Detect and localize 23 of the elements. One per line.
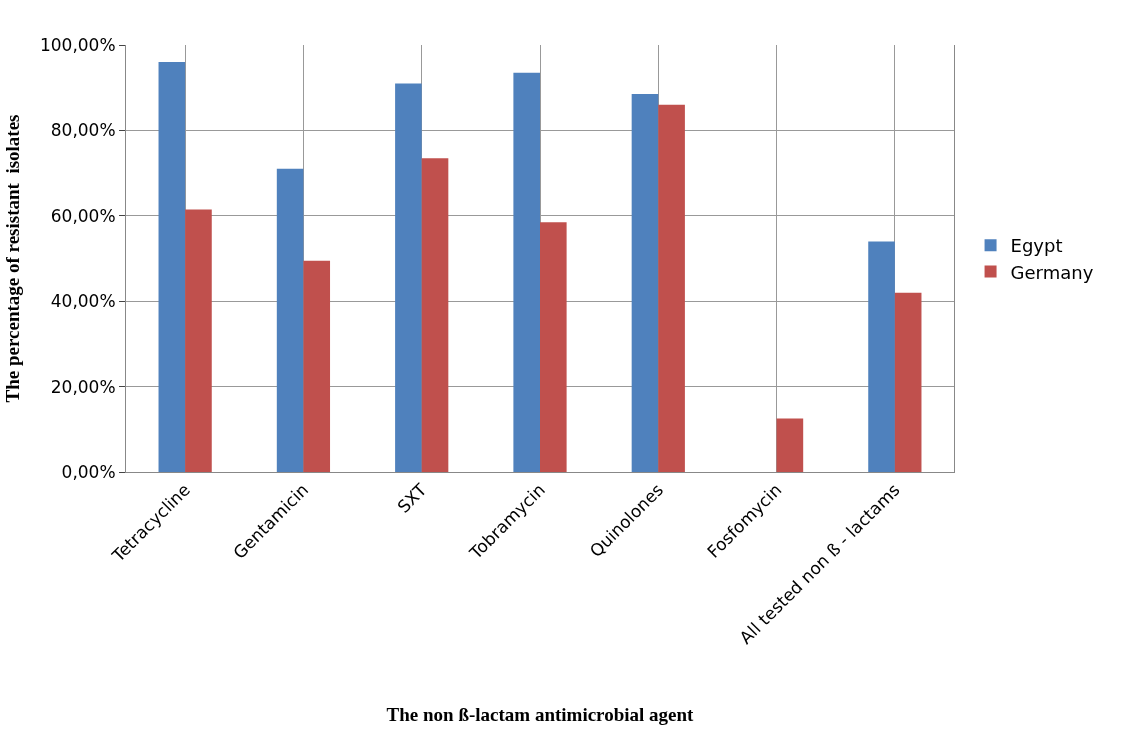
bar [303,260,331,472]
bar [776,418,804,472]
legend-label: Germany [1010,261,1094,283]
y-tick-label: 40,00% [50,291,116,312]
y-tick-label: 100,00% [39,34,116,55]
y-tick-label: 0,00% [61,461,116,482]
y-tick-label: 20,00% [50,376,116,397]
bar [185,209,212,472]
bar [421,158,449,472]
bar [276,168,304,472]
legend-label: Egypt [1010,235,1063,257]
bar [540,222,567,472]
bar [158,62,186,472]
y-axis-title: The percentage of resistant isolates [1,114,23,403]
bar [631,94,659,472]
y-tick-label: 80,00% [50,120,116,141]
x-axis-title: The non ß-lactam antimicrobial agent [386,703,695,725]
y-tick-label: 60,00% [50,205,116,226]
bar [894,292,922,472]
bar [868,241,895,472]
bar [513,72,540,472]
bar [658,104,685,472]
bar [395,83,422,472]
